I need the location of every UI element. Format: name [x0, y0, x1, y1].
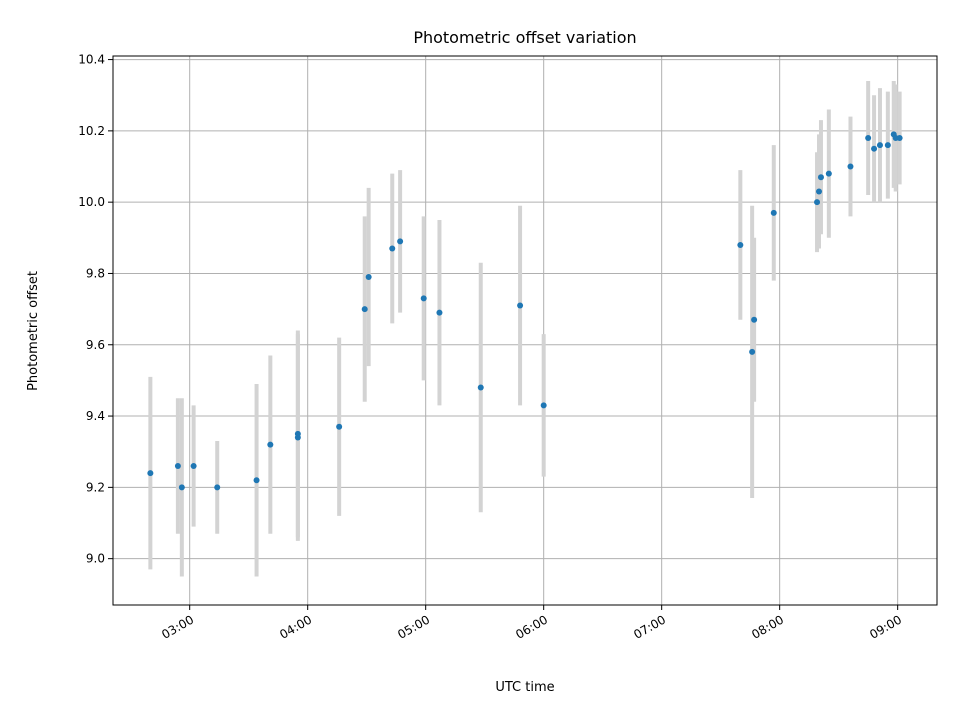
data-point [814, 199, 821, 206]
data-point [871, 145, 878, 152]
y-tick-label: 9.0 [86, 552, 105, 566]
x-axis-label: UTC time [495, 680, 554, 695]
data-point [174, 462, 181, 469]
y-tick-label: 9.4 [86, 409, 105, 423]
y-axis-ticks: 9.0 9.2 9.4 9.6 9.8 10.0 10.2 10.4 [78, 53, 113, 566]
data-point [253, 477, 260, 484]
data-point [865, 134, 872, 141]
data-points [147, 131, 903, 491]
data-point [190, 462, 197, 469]
data-point [397, 238, 404, 245]
y-tick-label: 9.8 [86, 266, 105, 280]
data-point [816, 188, 823, 195]
y-tick-label: 10.0 [78, 195, 105, 209]
data-point [361, 306, 368, 313]
data-point [770, 209, 777, 216]
data-point [825, 170, 832, 177]
data-point [336, 423, 343, 430]
plot-frame [112, 55, 938, 606]
data-point [389, 245, 396, 252]
y-tick-label: 10.4 [78, 53, 105, 67]
data-point [477, 384, 484, 391]
data-point [147, 470, 154, 477]
data-point [876, 142, 883, 149]
data-point [884, 142, 891, 149]
chart-title: Photometric offset variation [413, 28, 636, 47]
data-point [294, 434, 301, 441]
data-point [178, 484, 185, 491]
data-point [749, 348, 756, 355]
y-tick-label: 9.6 [86, 338, 105, 352]
data-point [751, 316, 758, 323]
data-point [896, 134, 903, 141]
data-point [214, 484, 221, 491]
data-point [436, 309, 443, 316]
data-point [267, 441, 274, 448]
y-tick-label: 9.2 [86, 480, 105, 494]
data-point [847, 163, 854, 170]
data-point [517, 302, 524, 309]
data-point [365, 274, 372, 281]
grid [113, 56, 937, 605]
data-point [540, 402, 547, 409]
data-point [817, 174, 824, 181]
data-point [420, 295, 427, 302]
data-point [737, 241, 744, 248]
y-tick-label: 10.2 [78, 124, 105, 138]
y-axis-label: Photometric offset [26, 271, 41, 391]
